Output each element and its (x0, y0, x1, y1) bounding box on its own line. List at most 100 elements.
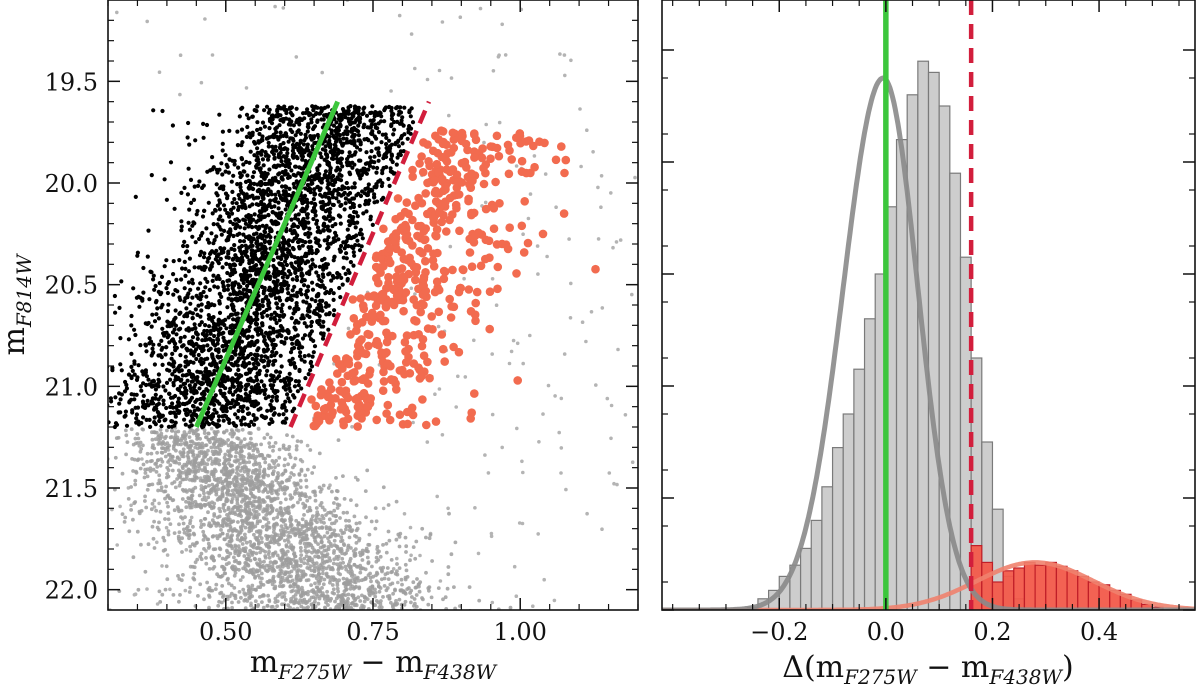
selected-star-point (279, 159, 284, 164)
faint-star-point (237, 493, 241, 498)
selected-star-point (318, 111, 323, 116)
faint-star-point (292, 528, 297, 532)
faint-star-point (136, 436, 141, 441)
selected-star-point (228, 227, 233, 232)
selected-star-point (306, 284, 311, 289)
faint-star-point (252, 499, 256, 504)
selected-star-point (291, 172, 296, 177)
faint-star-point (187, 450, 192, 454)
faint-star-point (260, 540, 264, 544)
faint-star-point (177, 599, 181, 604)
faint-star-point (346, 545, 350, 550)
selected-star-point (234, 298, 240, 303)
selected-star-point (156, 372, 161, 377)
faint-star-point (236, 553, 241, 558)
faint-star-point (218, 575, 223, 579)
faint-star-point (189, 443, 194, 448)
selected-star-point (208, 267, 213, 272)
selected-star-point (155, 410, 160, 415)
faint-star-point (173, 485, 178, 490)
selected-star-point (206, 313, 211, 318)
faint-star-point (428, 533, 433, 537)
faint-star-point (300, 517, 305, 522)
selected-star-point (240, 409, 245, 414)
faint-star-point (222, 566, 227, 571)
faint-star-point (357, 538, 361, 543)
faint-star-point (143, 471, 148, 475)
faint-star-point (336, 533, 341, 537)
faint-star-point (426, 602, 431, 607)
faint-star-point (240, 427, 245, 432)
faint-star-point (276, 471, 280, 475)
faint-star-point (299, 549, 303, 553)
faint-star-point (354, 503, 359, 508)
selected-star-point (297, 246, 302, 251)
selected-star-point (336, 177, 341, 182)
faint-star-point (361, 566, 366, 571)
faint-star-point (271, 472, 275, 477)
faint-star-point (172, 508, 177, 513)
faint-star-point (309, 543, 314, 548)
faint-star-point (254, 442, 259, 447)
selected-star-point (214, 191, 219, 196)
selected-star-point (384, 135, 389, 140)
selected-star-point (309, 137, 314, 142)
faint-star-point (296, 584, 300, 589)
selected-star-point (159, 338, 164, 343)
faint-star-point (241, 492, 246, 497)
selected-star-point (325, 104, 331, 109)
selected-star-point (162, 177, 167, 182)
faint-star-point (377, 589, 382, 594)
field-star-point (623, 413, 628, 417)
selected-star-point (170, 372, 175, 377)
selected-star-point (283, 259, 288, 264)
faint-star-point (326, 575, 331, 579)
selected-star-point (66, 365, 70, 369)
faint-star-point (247, 529, 252, 534)
selected-star-point (141, 290, 146, 295)
selected-star-point (252, 139, 257, 145)
faint-star-point (230, 463, 235, 468)
faint-star-point (310, 527, 315, 531)
faint-star-point (267, 549, 271, 554)
selected-star-point (310, 280, 315, 285)
selected-star-point (331, 134, 336, 139)
selected-star-point (116, 410, 121, 415)
faint-star-point (263, 507, 268, 512)
faint-star-point (197, 454, 201, 458)
selected-star-point (86, 332, 90, 336)
faint-star-point (238, 578, 243, 582)
field-star-point (515, 426, 519, 431)
faint-star-point (389, 600, 393, 605)
selected-star-point (285, 392, 290, 397)
faint-star-point (341, 592, 345, 597)
selected-star-point (309, 320, 314, 325)
field-star-point (633, 175, 637, 180)
faint-star-point (226, 507, 231, 512)
faint-star-point (228, 594, 232, 599)
selected-star-point (207, 422, 212, 427)
selected-star-point (240, 140, 245, 145)
faint-star-point (169, 428, 174, 433)
faint-star-point (317, 451, 322, 456)
faint-star-point (206, 495, 211, 500)
field-star-point (585, 128, 589, 132)
selected-star-point (259, 358, 264, 363)
faint-star-point (352, 563, 357, 567)
faint-star-point (429, 595, 434, 600)
selected-star-point (186, 269, 191, 274)
faint-star-point (204, 561, 209, 566)
faint-star-point (313, 566, 317, 571)
faint-star-point (243, 508, 248, 512)
faint-star-point (143, 499, 147, 503)
selected-star-point (241, 232, 246, 237)
faint-star-point (360, 548, 365, 553)
faint-star-point (162, 489, 166, 494)
selected-star-point (211, 273, 216, 278)
faint-star-point (223, 452, 228, 457)
selected-star-point (315, 225, 321, 230)
faint-star-point (334, 496, 339, 501)
faint-star-point (267, 563, 271, 568)
field-star-point (203, 17, 207, 21)
